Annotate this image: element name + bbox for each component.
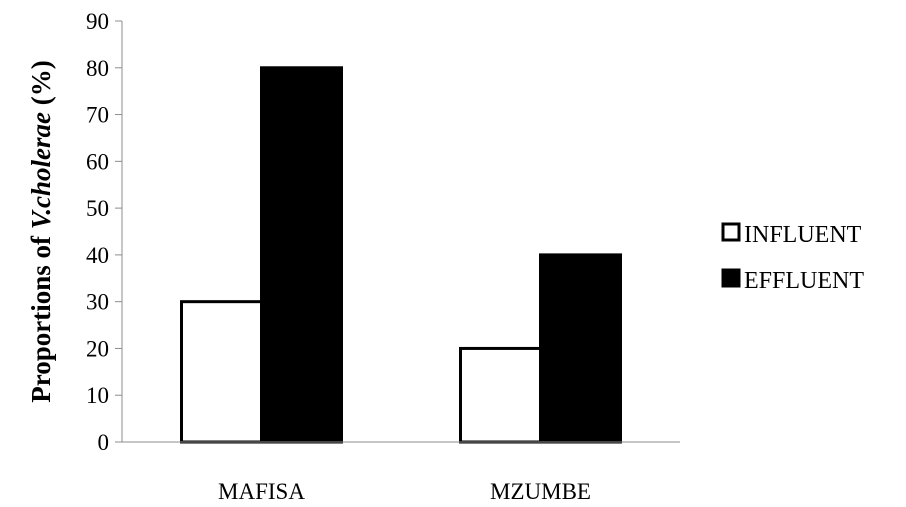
y-tick-label: 40 bbox=[86, 243, 109, 268]
y-tick-label: 90 bbox=[86, 9, 109, 34]
y-axis-title-species: V.cholerae bbox=[26, 112, 56, 229]
y-axis-title-suffix: (%) bbox=[26, 60, 56, 112]
bars bbox=[180, 66, 622, 444]
y-tick-label: 70 bbox=[86, 103, 109, 128]
y-axis-title-prefix: Proportions of bbox=[26, 229, 56, 403]
y-tick-label: 30 bbox=[86, 290, 109, 315]
y-tick-label: 80 bbox=[86, 56, 109, 81]
legend-label-effluent: EFFLUENT bbox=[744, 268, 864, 294]
y-tick-label: 50 bbox=[86, 196, 109, 221]
legend-label-influent: INFLUENT bbox=[744, 222, 862, 248]
x-category-label: MAFISA bbox=[218, 479, 305, 504]
y-axis-ticks: 0 10 20 30 40 50 60 70 80 90 bbox=[86, 9, 122, 455]
x-axis-category-labels: MAFISA MZUMBE bbox=[218, 479, 591, 504]
y-tick-label: 10 bbox=[86, 383, 109, 408]
y-tick-label: 0 bbox=[98, 430, 110, 455]
legend: INFLUENT EFFLUENT bbox=[721, 222, 864, 294]
bar-effluent-mafisa bbox=[260, 66, 343, 444]
y-tick-label: 60 bbox=[86, 149, 109, 174]
bar-influent-mafisa bbox=[180, 300, 263, 444]
legend-swatch-effluent bbox=[721, 268, 741, 288]
y-axis-title: Proportions of V.cholerae (%) bbox=[26, 60, 56, 403]
legend-swatch-influent bbox=[721, 222, 741, 242]
bar-influent-mzumbe bbox=[459, 346, 542, 444]
bar-effluent-mzumbe bbox=[539, 253, 622, 444]
y-tick-label: 20 bbox=[86, 336, 109, 361]
x-category-label: MZUMBE bbox=[490, 479, 591, 504]
